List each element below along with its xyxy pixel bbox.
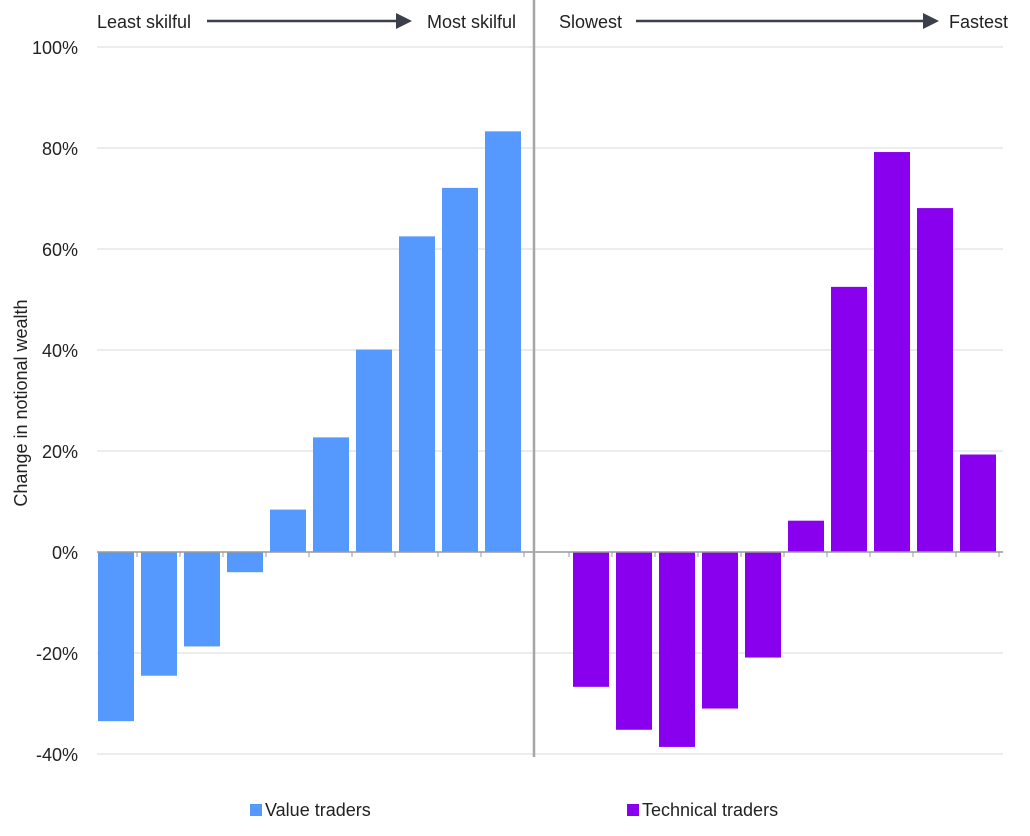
bar [227, 552, 263, 573]
arrow-left-label: Least skilful [97, 12, 191, 32]
y-tick-label: -20% [36, 644, 78, 664]
y-axis-title: Change in notional wealth [11, 299, 31, 506]
bar [917, 208, 953, 552]
arrow-left-label: Slowest [559, 12, 622, 32]
legend-label: Value traders [265, 800, 371, 820]
bar [485, 131, 521, 552]
legend-swatch [250, 804, 262, 816]
bar [98, 552, 134, 722]
bar [313, 437, 349, 552]
bar [745, 552, 781, 658]
arrow-right-label: Most skilful [427, 12, 516, 32]
arrow-head-icon [923, 13, 939, 29]
y-tick-label: 20% [42, 442, 78, 462]
bar [702, 552, 738, 709]
bar [831, 286, 867, 552]
bar [788, 520, 824, 552]
bar [573, 552, 609, 687]
y-tick-label: 60% [42, 240, 78, 260]
arrow-right-label: Fastest [949, 12, 1008, 32]
y-tick-label: 80% [42, 139, 78, 159]
labels: 100% 80% 60% 40% 20% 0% -20% -40% Change in noti… [11, 12, 1008, 765]
bar [442, 187, 478, 552]
bar [616, 552, 652, 730]
y-tick-label: -40% [36, 745, 78, 765]
y-tick-label: 0% [52, 543, 78, 563]
bar [356, 349, 392, 552]
legend-label: Technical traders [642, 800, 778, 820]
arrow-head-icon [396, 13, 412, 29]
y-tick-label: 40% [42, 341, 78, 361]
legend: Value traders Technical traders [250, 800, 778, 820]
gridlines [97, 46, 1003, 755]
bar [874, 152, 910, 553]
y-tick-label: 100% [32, 38, 78, 58]
bars [98, 131, 996, 747]
legend-swatch [627, 804, 639, 816]
bar [659, 552, 695, 747]
axes [97, 0, 1003, 757]
bar [270, 509, 306, 552]
bar [141, 552, 177, 676]
bar [399, 236, 435, 552]
bar [184, 552, 220, 647]
bar [960, 454, 996, 552]
